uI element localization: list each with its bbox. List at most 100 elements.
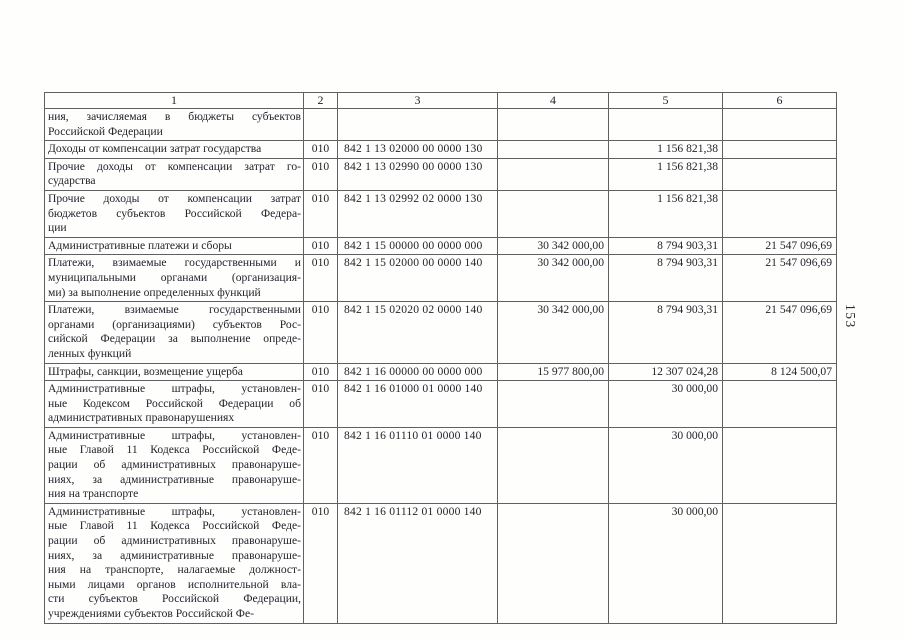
amount-col5-cell: 1 156 821,38 (608, 140, 723, 159)
amount-col6-cell (722, 426, 837, 504)
amount-col6-cell (722, 189, 837, 238)
amount-col5-cell: 30 000,00 (608, 502, 723, 624)
table-row: Платежи, взимаемые государственными и мун… (44, 254, 837, 303)
desc-line: учреждениями субъектов Российской Фе- (48, 607, 254, 620)
amount-col4-cell (497, 380, 609, 428)
desc-line: сти субъектов Российской Федерации, (48, 592, 301, 606)
amount-col6-cell: 8 124 500,07 (722, 362, 837, 382)
amount-col5-cell: 8 794 903,31 (608, 301, 723, 364)
table-row: Административные штрафы, установлен-ные … (44, 426, 837, 504)
kbk-code-cell: 842 1 16 01000 01 0000 140 (337, 380, 498, 428)
amount-col6-cell (722, 157, 837, 191)
desc-cell: Прочие доходы от компенсации затрат бюдже… (44, 189, 304, 238)
desc-line: Прочие доходы от компенсации затрат го- (48, 159, 301, 173)
table-row: Прочие доходы от компенсации затрат бюдже… (44, 189, 837, 238)
line-code-cell: 010 (303, 301, 338, 364)
amount-col4-cell (497, 157, 609, 191)
kbk-code-cell: 842 1 13 02000 00 0000 130 (337, 140, 498, 159)
kbk-code-cell: 842 1 16 01110 01 0000 140 (337, 426, 498, 504)
amount-col6-cell (722, 502, 837, 624)
amount-col5-cell: 8 794 903,31 (608, 254, 723, 303)
desc-cell: Платежи, взимаемые государственными и мун… (44, 254, 304, 303)
line-code-cell: 010 (303, 189, 338, 238)
kbk-code-cell: 842 1 15 02000 00 0000 140 (337, 254, 498, 303)
column-header-6: 6 (722, 92, 837, 109)
amount-col4-cell: 30 342 000,00 (497, 301, 609, 364)
amount-col4-cell (497, 189, 609, 238)
kbk-code-cell: 842 1 16 00000 00 0000 000 (337, 362, 498, 382)
desc-line: ния, зачисляемая в бюджеты субъектов (48, 110, 301, 123)
table-row: Прочие доходы от компенсации затрат го-с… (44, 157, 837, 191)
amount-col5-cell: 1 156 821,38 (608, 189, 723, 238)
amount-col6-cell (722, 380, 837, 428)
desc-line: ния на транспорте, налагаемые должност- (48, 563, 301, 577)
line-code-cell: 010 (303, 254, 338, 303)
amount-col5-cell: 12 307 024,28 (608, 362, 723, 382)
amount-col4-cell: 15 977 800,00 (497, 362, 609, 382)
desc-line: Административные штрафы, установлен- (48, 382, 301, 396)
desc-line: Административные штрафы, установлен- (48, 504, 301, 518)
desc-line: Административные штрафы, установлен- (48, 428, 301, 442)
desc-cell: Административные штрафы, установлен-ные … (44, 502, 304, 624)
line-code-cell: 010 (303, 157, 338, 191)
amount-col5-cell: 30 000,00 (608, 426, 723, 504)
desc-cell: Доходы от компенсации затрат государства (44, 140, 304, 159)
desc-cell: Административные платежи и сборы (44, 236, 304, 256)
line-code-cell: 010 (303, 236, 338, 256)
desc-line: муниципальными органами (организация- (48, 270, 301, 284)
table-row: Штрафы, санкции, возмещение ущерба 010 842… (44, 362, 837, 382)
line-code-cell: 010 (303, 362, 338, 382)
desc-line: ниях, за административные правонаруше- (48, 472, 301, 486)
kbk-code-cell: 842 1 15 02020 02 0000 140 (337, 301, 498, 364)
desc-line: ными лицами органов исполнительной вла- (48, 577, 301, 591)
desc-line: ные Главой 11 Кодекса Российской Феде- (48, 443, 301, 457)
desc-line: Платежи, взимаемые государственными (48, 303, 301, 317)
kbk-code-cell: 842 1 16 01112 01 0000 140 (337, 502, 498, 624)
table-body: ния, зачисляемая в бюджеты субъектов Росс… (44, 107, 837, 624)
amount-col6-cell (722, 140, 837, 159)
desc-cell: Платежи, взимаемые государственными орган… (44, 301, 304, 364)
column-header-4: 4 (497, 92, 609, 109)
line-code-cell: 010 (303, 502, 338, 624)
desc-line: ния на транспорте (48, 487, 139, 501)
kbk-code-cell (337, 107, 498, 142)
line-code-cell (303, 107, 338, 142)
desc-line: сийской Федерации за выполнение опреде- (48, 332, 301, 346)
column-header-3: 3 (337, 92, 498, 109)
kbk-code-cell: 842 1 13 02992 02 0000 130 (337, 189, 498, 238)
desc-line: административных правонарушениях (48, 411, 235, 425)
desc-line: ции (48, 221, 67, 235)
desc-line: рации об административных правонаруше- (48, 458, 301, 472)
page-number: 153 (843, 304, 858, 329)
desc-cell: Прочие доходы от компенсации затрат го-с… (44, 157, 304, 191)
table-row: Административные штрафы, установлен-ные … (44, 502, 837, 624)
table-row: Доходы от компенсации затрат государства… (44, 140, 837, 159)
desc-line: ленных функций (48, 346, 132, 360)
desc-line: сударства (48, 174, 96, 188)
amount-col5-cell: 1 156 821,38 (608, 157, 723, 191)
table-row: Административные платежи и сборы 010 842 1… (44, 236, 837, 256)
desc-line: ниях, за административные правонаруше- (48, 548, 301, 562)
amount-col4-cell (497, 140, 609, 159)
amount-col5-cell: 30 000,00 (608, 380, 723, 428)
column-header-1: 1 (44, 92, 304, 109)
desc-line: Административные платежи и сборы (48, 238, 232, 252)
desc-line: бюджетов субъектов Российской Федера- (48, 206, 301, 220)
table-row: ния, зачисляемая в бюджеты субъектов Росс… (44, 107, 837, 142)
line-code-cell: 010 (303, 140, 338, 159)
desc-cell: Административные штрафы, установлен-ные … (44, 380, 304, 428)
line-code-cell: 010 (303, 426, 338, 504)
amount-col5-cell (608, 107, 723, 142)
desc-line: рации об административных правонаруше- (48, 534, 301, 548)
amount-col6-cell: 21 547 096,69 (722, 236, 837, 256)
desc-line: Штрафы, санкции, возмещение ущерба (48, 364, 243, 378)
amount-col6-cell: 21 547 096,69 (722, 301, 837, 364)
table-row: Платежи, взимаемые государственными орган… (44, 301, 837, 364)
desc-line: Прочие доходы от компенсации затрат (48, 191, 301, 205)
desc-line: Платежи, взимаемые государственными и (48, 256, 301, 270)
amount-col6-cell (722, 107, 837, 142)
desc-cell: ния, зачисляемая в бюджеты субъектов Росс… (44, 107, 304, 142)
